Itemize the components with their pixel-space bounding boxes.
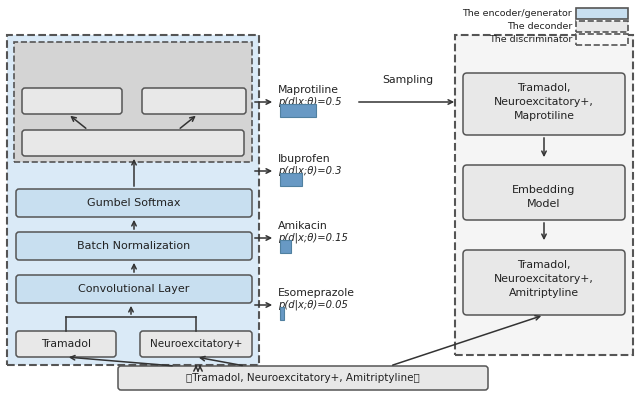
- Text: Gumbel Softmax: Gumbel Softmax: [87, 198, 180, 208]
- Bar: [455, 35, 633, 355]
- Text: Tramadol: Tramadol: [41, 339, 91, 349]
- Text: Gumbel Softmax: Gumbel Softmax: [152, 96, 236, 106]
- Text: Maprotiline: Maprotiline: [278, 85, 339, 95]
- Text: The deconder: The deconder: [507, 22, 572, 31]
- FancyBboxPatch shape: [140, 331, 252, 357]
- FancyBboxPatch shape: [22, 88, 122, 114]
- Text: Linear Layer: Linear Layer: [98, 138, 168, 148]
- FancyBboxPatch shape: [16, 189, 252, 217]
- Text: Amitriptyline: Amitriptyline: [509, 288, 579, 298]
- Bar: [280, 104, 316, 117]
- FancyBboxPatch shape: [463, 165, 625, 220]
- Text: Neuroexcitatory+,: Neuroexcitatory+,: [494, 274, 594, 284]
- Bar: [14, 42, 252, 162]
- FancyBboxPatch shape: [463, 73, 625, 135]
- Text: Amikacin: Amikacin: [278, 221, 328, 231]
- Text: Ibuprofen: Ibuprofen: [278, 154, 331, 164]
- Text: p(d|x;θ)=0.3: p(d|x;θ)=0.3: [278, 166, 342, 176]
- FancyBboxPatch shape: [16, 275, 252, 303]
- Bar: [576, 8, 628, 19]
- FancyBboxPatch shape: [142, 88, 246, 114]
- Text: Gumbel Softmax: Gumbel Softmax: [30, 96, 114, 106]
- Text: p(d|x;θ)=0.15: p(d|x;θ)=0.15: [278, 233, 348, 243]
- Text: Embedding: Embedding: [512, 185, 576, 195]
- FancyBboxPatch shape: [16, 232, 252, 260]
- Bar: [576, 21, 628, 32]
- Text: Batch Normalization: Batch Normalization: [77, 241, 191, 251]
- Bar: [280, 173, 301, 186]
- Bar: [7, 35, 259, 365]
- Bar: [576, 34, 628, 45]
- Text: p(d|x;θ)=0.05: p(d|x;θ)=0.05: [278, 300, 348, 310]
- Text: Tramadol,: Tramadol,: [517, 260, 571, 270]
- Text: Esomeprazole: Esomeprazole: [278, 288, 355, 298]
- Text: Convolutional Layer: Convolutional Layer: [78, 284, 189, 294]
- Text: Sampling: Sampling: [383, 75, 433, 85]
- Text: The discriminator: The discriminator: [488, 35, 572, 44]
- Text: Neuroexcitatory+: Neuroexcitatory+: [150, 339, 242, 349]
- Text: （Tramadol, Neuroexcitatory+, Amitriptyline）: （Tramadol, Neuroexcitatory+, Amitriptyli…: [186, 373, 420, 383]
- FancyBboxPatch shape: [463, 250, 625, 315]
- Text: The encoder/generator: The encoder/generator: [462, 9, 572, 18]
- Text: Tramadol,: Tramadol,: [517, 83, 571, 93]
- Bar: [280, 240, 291, 253]
- Text: p(d|x;θ)=0.5: p(d|x;θ)=0.5: [278, 97, 342, 107]
- Text: Model: Model: [527, 199, 561, 209]
- FancyBboxPatch shape: [22, 130, 244, 156]
- Text: Neuroexcitatory+,: Neuroexcitatory+,: [494, 97, 594, 107]
- FancyBboxPatch shape: [118, 366, 488, 390]
- Bar: [280, 307, 284, 320]
- Text: Maprotiline: Maprotiline: [513, 111, 575, 121]
- FancyBboxPatch shape: [16, 331, 116, 357]
